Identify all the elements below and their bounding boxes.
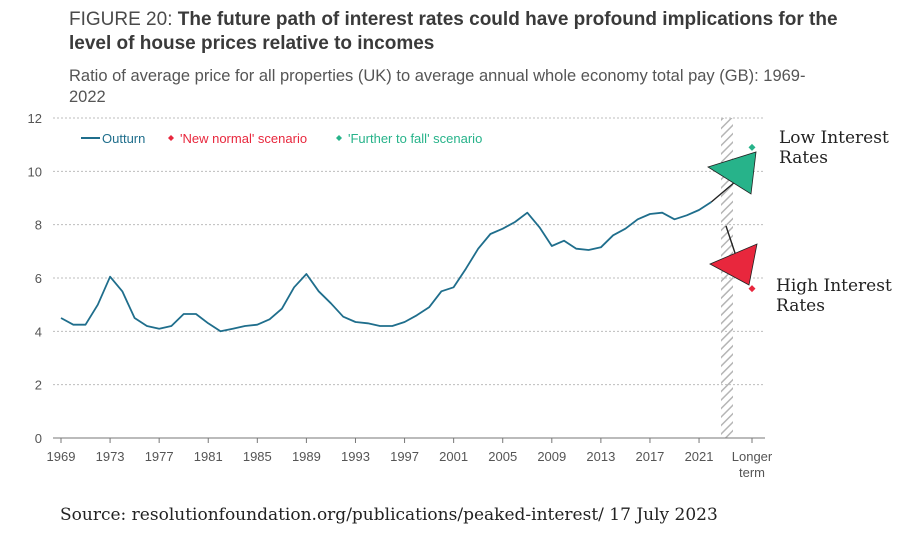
x-tick-label: 1993 xyxy=(341,449,370,464)
x-tick-label: 1985 xyxy=(243,449,272,464)
x-tick-label: 1977 xyxy=(145,449,174,464)
x-tick-label: 1981 xyxy=(194,449,223,464)
x-tick-label-longer-term: term xyxy=(739,465,765,480)
point-new-normal xyxy=(748,285,756,293)
point-further-to-fall xyxy=(748,143,756,151)
figure-headline: The future path of interest rates could … xyxy=(69,9,838,54)
x-tick-label: 1997 xyxy=(390,449,419,464)
x-tick-label: 2013 xyxy=(586,449,615,464)
x-tick-label: 1969 xyxy=(47,449,76,464)
series-outturn-line xyxy=(60,201,712,333)
y-tick-label: 6 xyxy=(35,271,42,286)
x-tick-label: 1973 xyxy=(96,449,125,464)
y-tick-label: 12 xyxy=(28,111,42,126)
x-tick-label: 1989 xyxy=(292,449,321,464)
y-tick-label: 4 xyxy=(35,324,42,339)
y-tick-label: 2 xyxy=(35,378,42,393)
legend-further-fall-swatch xyxy=(336,135,342,141)
x-tick-label-longer: Longer xyxy=(732,449,773,464)
y-tick-label: 0 xyxy=(35,431,42,446)
y-tick-label: 10 xyxy=(28,164,42,179)
figure-label: FIGURE 20: xyxy=(69,9,173,30)
legend-new-normal-swatch xyxy=(168,135,174,141)
legend-outturn-label: Outturn xyxy=(102,131,145,146)
y-tick-label: 8 xyxy=(35,218,42,233)
high-interest-annotation: High Interest Rates xyxy=(776,276,892,316)
x-tick-label: 2009 xyxy=(537,449,566,464)
x-tick-label: 2017 xyxy=(635,449,664,464)
low-interest-annotation: Low Interest Rates xyxy=(779,128,889,168)
arrow-low-interest-head xyxy=(707,151,757,195)
x-tick-label: 2001 xyxy=(439,449,468,464)
source-note: Source: resolutionfoundation.org/publica… xyxy=(60,505,718,525)
x-tick-label: 2021 xyxy=(685,449,714,464)
chart-title: FIGURE 20: The future path of interest r… xyxy=(69,8,849,56)
legend-further-fall-label: 'Further to fall' scenario xyxy=(348,131,482,146)
chart-subtitle: Ratio of average price for all propertie… xyxy=(69,67,806,106)
legend-new-normal-label: 'New normal' scenario xyxy=(180,131,307,146)
arrow-high-interest-head xyxy=(709,243,758,286)
x-tick-label: 2005 xyxy=(488,449,517,464)
